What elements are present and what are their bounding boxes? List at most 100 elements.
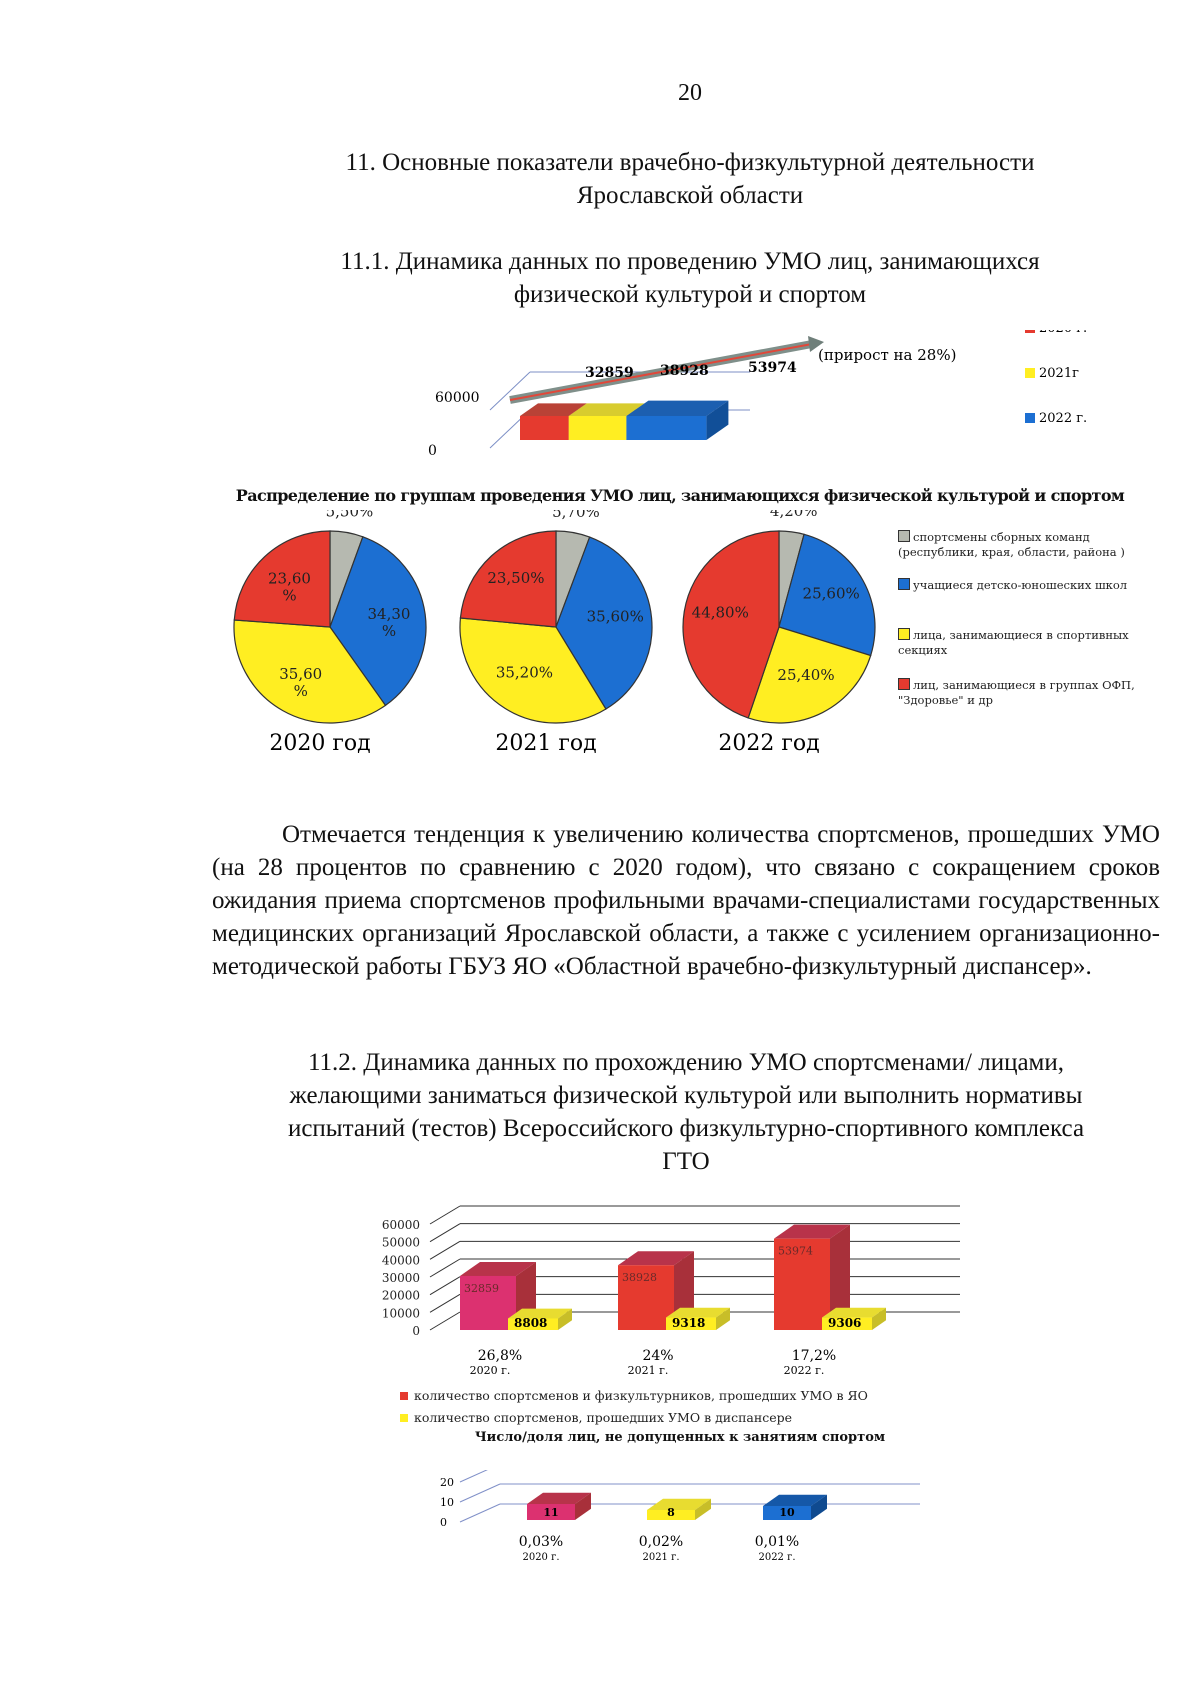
bar-series2-2022 г.-top bbox=[822, 1307, 886, 1318]
legend-label: количество спортсменов и физкультурников… bbox=[414, 1388, 868, 1403]
arrow-head-icon bbox=[808, 336, 824, 352]
pie-2020 год: 5,50% 34,30 % 35,60 % 23,60% bbox=[233, 510, 427, 724]
ytick-label: 10 bbox=[440, 1496, 454, 1509]
pie-slice bbox=[459, 530, 557, 628]
pie-charts: 5,50% 34,30 % 35,60 % 23,60 % 2020 год 5,70% 35,6… bbox=[233, 510, 876, 756]
bar-2022 г.-side bbox=[811, 1494, 827, 1520]
bar-2020 г. bbox=[527, 1504, 575, 1520]
pie-year-label: 2020 год bbox=[269, 731, 370, 756]
bar-series2-2020 г.-top bbox=[508, 1308, 572, 1319]
legend-swatch bbox=[898, 530, 910, 542]
ytick-label: 20000 bbox=[382, 1289, 420, 1303]
legend-swatch bbox=[400, 1414, 408, 1422]
pie-slice bbox=[459, 617, 607, 724]
legend-label: спортсмены сборных команд (республики, к… bbox=[898, 530, 1125, 559]
bar-series1-2022 г.-top bbox=[774, 1224, 850, 1239]
slice-label: 5,70% bbox=[552, 510, 600, 521]
bar-series2-2021 г.-top bbox=[666, 1307, 730, 1318]
section-11-heading: 11. Основные показатели врачебно-физкуль… bbox=[280, 146, 1100, 212]
bar-series2-2022 г.-side bbox=[872, 1307, 886, 1330]
bar-2021 г.-top bbox=[647, 1498, 711, 1510]
bar-series2-2020 г.-side bbox=[558, 1308, 572, 1330]
bar-2022 г.-top bbox=[626, 400, 729, 416]
axis-line bbox=[459, 1503, 501, 1523]
bar-value-label: 9318 bbox=[672, 1316, 705, 1330]
bar-2020 г.-side bbox=[575, 1492, 591, 1520]
pie-2022 год: 4,20% 25,60% 25,40% 44,80% bbox=[682, 510, 876, 724]
xtick-label: 2020 г. bbox=[470, 1364, 511, 1377]
bar-series1-2020 г.-top bbox=[460, 1261, 536, 1276]
bar-series1-2021 г. bbox=[618, 1265, 674, 1330]
ytick-label: 10000 bbox=[382, 1306, 420, 1320]
legend-label: учащиеся детско-юношеских школ bbox=[913, 578, 1128, 592]
pie-slice bbox=[778, 533, 876, 657]
legend-label: 2020 г. bbox=[1039, 330, 1087, 336]
section-11-1-heading: 11.1. Динамика данных по проведению УМО … bbox=[280, 245, 1100, 311]
axis-line bbox=[429, 1276, 461, 1296]
legend-swatch bbox=[898, 578, 910, 590]
share-label: 24% bbox=[642, 1348, 673, 1364]
xtick-label: 2021 г. bbox=[628, 1364, 669, 1377]
legend-label: лиц, занимающиеся в группах ОФП, "Здоров… bbox=[898, 678, 1135, 707]
heading-line: 11. Основные показатели врачебно-физкуль… bbox=[345, 149, 1035, 176]
page-number: 20 bbox=[678, 80, 702, 106]
bar-2020 г.-top bbox=[520, 403, 587, 416]
slice-label: 25,40% bbox=[777, 666, 834, 684]
bar-value-label: 11 bbox=[543, 1506, 558, 1519]
bar-series2-2020 г. bbox=[508, 1318, 558, 1330]
heading-line: Ярославской области bbox=[576, 182, 804, 209]
ytick-label: 30000 bbox=[382, 1271, 420, 1285]
share-label: 26,8% bbox=[478, 1348, 522, 1364]
bar-value-label: 32859 bbox=[464, 1282, 499, 1295]
bar-2022 г.-top bbox=[763, 1494, 827, 1506]
legend-swatch bbox=[1025, 330, 1035, 333]
pie-year-label: 2022 год bbox=[718, 731, 819, 756]
pie-chart-title: Распределение по группам проведения УМО … bbox=[235, 486, 1125, 505]
not-admitted-chart-title: Число/доля лиц, не допущенных к занятиям… bbox=[474, 1430, 886, 1445]
heading-line: ГТО bbox=[662, 1148, 710, 1175]
ytick-label: 50000 bbox=[382, 1236, 420, 1250]
bar-series1-2022 г. bbox=[774, 1238, 830, 1330]
slice-label: 44,80% bbox=[692, 603, 749, 621]
slice-label: 23,60% bbox=[268, 569, 311, 604]
bar-2020 г.-top bbox=[527, 1492, 591, 1504]
bar-value-label: 10 bbox=[779, 1506, 795, 1519]
axis-line bbox=[489, 371, 531, 411]
bar-value-label: 53974 bbox=[778, 1245, 813, 1258]
section-11-2-heading: 11.2. Динамика данных по прохождению УМО… bbox=[212, 1046, 1160, 1178]
ytick-label: 20 bbox=[440, 1476, 454, 1489]
bar-value-label: 8808 bbox=[514, 1316, 547, 1330]
legend-item: лиц, занимающиеся в группах ОФП, "Здоров… bbox=[898, 678, 1158, 708]
heading-line: желающими заниматься физической культуро… bbox=[289, 1082, 1083, 1109]
umo-gto-chart: 0 10000 20000 30000 40000 50000 60000 32859 8808… bbox=[382, 1205, 960, 1425]
axis-line bbox=[429, 1311, 461, 1331]
bar-2022 г. bbox=[626, 416, 707, 440]
ytick-label: 0 bbox=[412, 1324, 420, 1338]
axis-line bbox=[429, 1258, 461, 1278]
bar-value-label: 8 bbox=[667, 1506, 675, 1519]
legend-swatch bbox=[1025, 413, 1035, 423]
heading-line: 11.2. Динамика данных по прохождению УМО… bbox=[307, 1049, 1065, 1076]
share-label: 17,2% bbox=[792, 1348, 836, 1364]
legend-swatch bbox=[1025, 368, 1035, 378]
bar-series2-2021 г.-side bbox=[716, 1307, 730, 1330]
body-paragraph: Отмечается тенденция к увеличению количе… bbox=[212, 821, 1160, 980]
share-label: 0,01% bbox=[755, 1534, 799, 1550]
axis-line bbox=[429, 1205, 461, 1225]
legend-item: спортсмены сборных команд (республики, к… bbox=[898, 530, 1158, 560]
pie-slice bbox=[747, 626, 872, 724]
bar-series1-2021 г.-top bbox=[618, 1251, 694, 1266]
bar-series1-2020 г. bbox=[460, 1275, 516, 1330]
slice-label: 5,50% bbox=[326, 510, 374, 521]
slice-label: 35,60% bbox=[587, 607, 644, 625]
pie-2021 год: 5,70% 35,60% 35,20% 23,50% bbox=[459, 510, 653, 724]
ytick-label: 40000 bbox=[382, 1253, 420, 1267]
ytick-label: 0 bbox=[428, 443, 437, 459]
slice-label: 23,50% bbox=[487, 569, 544, 587]
legend-label: 2022 г. bbox=[1039, 411, 1087, 426]
legend-item: лица, занимающиеся в спортивных секциях bbox=[898, 628, 1158, 658]
bar-series2-2021 г. bbox=[666, 1317, 716, 1330]
legend-swatch bbox=[898, 678, 910, 690]
bar-2021г bbox=[568, 416, 627, 440]
bar-2020 г. bbox=[520, 416, 569, 440]
